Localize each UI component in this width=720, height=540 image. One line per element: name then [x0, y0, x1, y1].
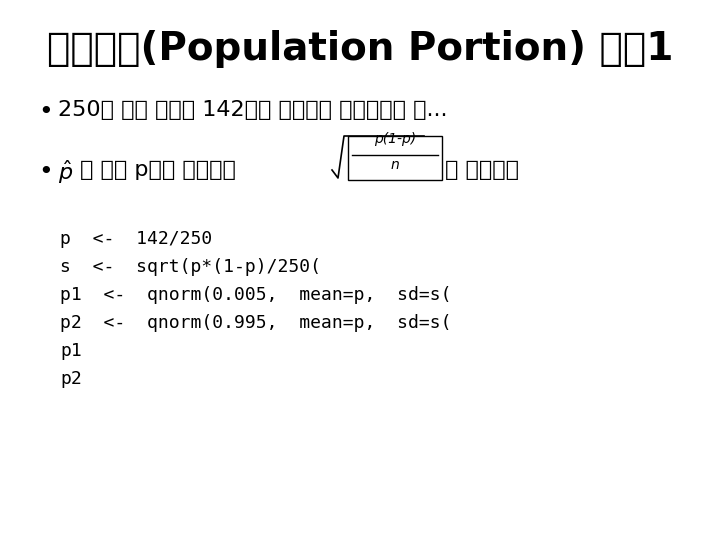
Text: p  <-  142/250: p <- 142/250: [60, 230, 212, 248]
Text: •: •: [38, 100, 53, 124]
Text: p(1-p): p(1-p): [374, 132, 416, 146]
Text: s  <-  sqrt(p*(1-p)/250(: s <- sqrt(p*(1-p)/250(: [60, 258, 321, 276]
Text: p1  <-  qnorm(0.005,  mean=p,  sd=s(: p1 <- qnorm(0.005, mean=p, sd=s(: [60, 286, 451, 304]
Text: 의 정규분포: 의 정규분포: [445, 160, 519, 180]
FancyBboxPatch shape: [348, 136, 442, 180]
Text: p2  <-  qnorm(0.995,  mean=p,  sd=s(: p2 <- qnorm(0.995, mean=p, sd=s(: [60, 314, 451, 332]
Text: 250명 표본 중에서 142명이 컴퓨터가 유용하다고 함...: 250명 표본 중에서 142명이 컴퓨터가 유용하다고 함...: [58, 100, 448, 120]
Text: n: n: [391, 158, 400, 172]
Text: •: •: [38, 160, 53, 184]
Text: p1: p1: [60, 342, 82, 360]
Text: 는 평균 p이고 표준편차: 는 평균 p이고 표준편차: [80, 160, 236, 180]
Text: p2: p2: [60, 370, 82, 388]
Text: $\hat{p}$: $\hat{p}$: [58, 158, 73, 186]
Text: 표본비율(Population Portion) 추정1: 표본비율(Population Portion) 추정1: [47, 30, 673, 68]
